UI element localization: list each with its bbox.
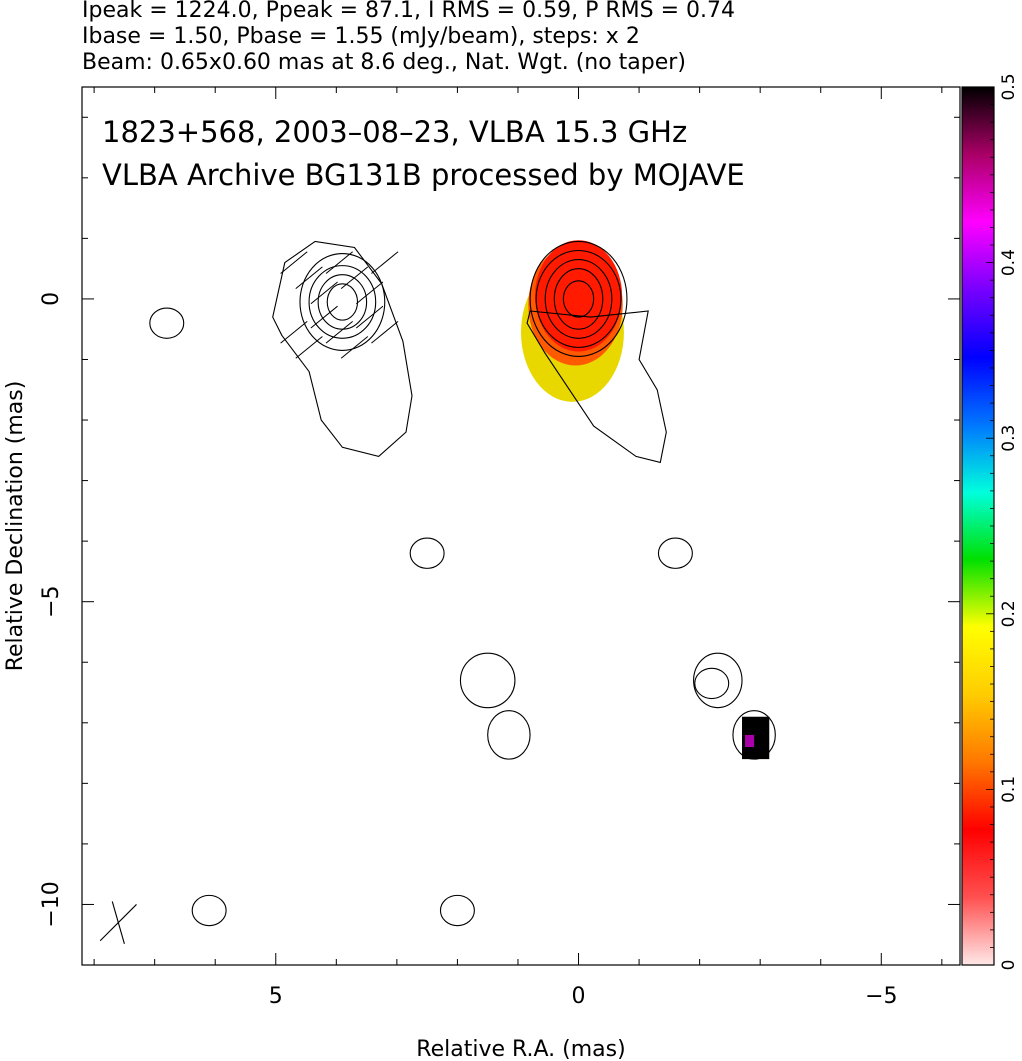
isolated-contour (191, 894, 227, 927)
evpa-stick (340, 336, 369, 359)
isolated-contour (409, 537, 445, 569)
west-knot-contour-1 (317, 274, 368, 330)
core-contour-4 (529, 240, 628, 358)
x-tick-label: −5 (865, 984, 897, 1009)
colorbar-tick-label: 0 (999, 960, 1019, 971)
y-tick-label: 0 (39, 292, 64, 306)
x-axis-label: Relative R.A. (mas) (416, 1037, 625, 1061)
isolated-contour (694, 667, 730, 700)
lower-left-lobe (459, 652, 516, 709)
isolated-contour (149, 307, 185, 339)
map-annotation-source: 1823+568, 2003–08–23, VLBA 15.3 GHz (102, 115, 687, 149)
evpa-stick (371, 320, 399, 344)
evpa-stick (355, 305, 384, 329)
lower-right-lobe-b (732, 710, 776, 760)
evpa-stick (340, 266, 369, 290)
west-knot-contour-0 (326, 283, 359, 321)
lower-right-lobe (693, 652, 743, 709)
core-contour-3 (535, 249, 622, 348)
evpa-stick (371, 251, 399, 274)
core-contour-1 (553, 268, 604, 330)
colorbar-tick-label: 0.4 (999, 249, 1019, 276)
west-knot-contour-2 (308, 265, 377, 339)
evpa-stick (280, 251, 308, 274)
y-tick-label: −10 (39, 881, 64, 927)
core-contour-0 (562, 280, 595, 318)
polarization-core-red (534, 240, 623, 352)
evpa-stick (325, 320, 353, 344)
header-line-ibase: Ibase = 1.50, Pbase = 1.55 (mJy/beam), s… (82, 24, 640, 49)
evpa-stick (280, 320, 308, 344)
evpa-stick (310, 305, 338, 329)
header-line-beam: Beam: 0.65x0.60 mas at 8.6 deg., Nat. Wg… (82, 50, 686, 75)
colorbar-tick-label: 0.2 (999, 600, 1019, 627)
y-axis-label: Relative Declination (mas) (3, 381, 28, 672)
evpa-stick (310, 281, 338, 305)
core-outer-contour (526, 310, 667, 464)
colorbar (961, 86, 995, 966)
beam-cross-major (111, 901, 125, 944)
west-knot-contour-3 (299, 252, 386, 351)
west-knot-outer-contour (272, 240, 413, 458)
map-annotation-archive: VLBA Archive BG131B processed by MOJAVE (102, 158, 745, 192)
core-contour-2 (544, 259, 613, 339)
lower-left-lobe-b (487, 710, 531, 760)
x-tick-label: 5 (269, 984, 283, 1009)
x-tick-label: 0 (572, 984, 586, 1009)
colorbar-tick-label: 0.1 (999, 776, 1019, 803)
evpa-stick (295, 266, 323, 290)
evpa-stick (295, 336, 323, 359)
evpa-stick (355, 281, 384, 305)
colorbar-tick-label: 0.3 (999, 425, 1019, 452)
evpa-stick (325, 251, 353, 274)
y-tick-label: −5 (39, 585, 64, 617)
polarization-knot-magenta (745, 734, 755, 748)
isolated-contour (439, 894, 475, 927)
header-line-ipeak: Ipeak = 1224.0, Ppeak = 87.1, I RMS = 0.… (82, 0, 735, 23)
plot-frame (81, 86, 961, 966)
isolated-contour (657, 537, 693, 569)
colorbar-tick-label: 0.5 (999, 73, 1019, 100)
